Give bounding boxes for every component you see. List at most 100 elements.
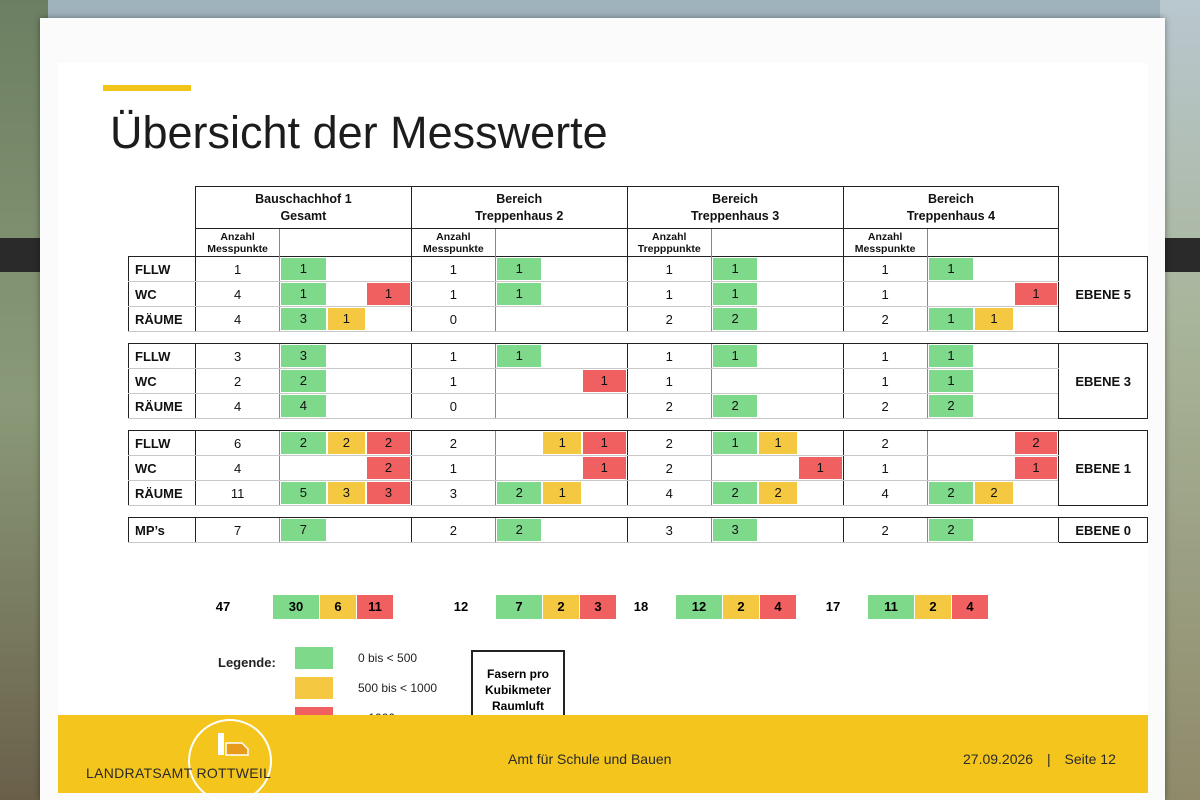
measure-count: 0 [410,306,496,332]
value-green: 1 [928,370,974,392]
measure-count: 2 [842,430,928,456]
subheader-line1: Anzahl [436,230,471,243]
measure-count: 2 [842,306,928,332]
value-cell-yellow: 1 [974,306,1014,332]
table-row: RÄUME 11 5 3 3 3 2 1 4 2 2 4 2 2 [128,480,1148,506]
subheader-values-0 [279,228,412,257]
group-header-line1: Bereich [928,191,974,206]
value-red: 1 [582,457,626,479]
value-cell-green: 2 [926,393,975,419]
row-label: FLLW [128,430,196,456]
value-cell-green: 1 [710,256,759,282]
value-cell-red [581,393,628,419]
value-cell-red: 1 [581,430,628,456]
value-cell-green [279,455,327,481]
value-red: 2 [367,457,410,479]
value-cell-red [797,430,844,456]
measure-count: 1 [410,343,496,369]
value-red: 1 [798,457,842,479]
value-cell-green: 1 [710,281,759,307]
legend-swatch-yellow [295,677,333,699]
value-green: 2 [712,395,758,417]
group-header-0: Bauschachhof 1 Gesamt [194,186,412,229]
value-cell-red: 1 [581,455,628,481]
value-red: 1 [1014,283,1058,305]
measure-count: 1 [626,343,712,369]
measure-count: 4 [626,480,712,506]
measure-count: 11 [194,480,280,506]
value-cell-green: 7 [279,517,327,543]
value-cell-red [797,393,844,419]
value-green: 2 [496,482,542,504]
value-cell-yellow: 1 [758,430,798,456]
total-red: 3 [580,595,616,619]
row-label: RÄUME [128,393,196,419]
value-red: 1 [1014,457,1058,479]
value-cell-yellow [326,393,367,419]
value-cell-red [366,393,412,419]
unit-line-3: Raumluft [492,699,544,713]
table-row: WC 2 2 1 1 1 1 1 [128,368,1148,394]
title-accent-line [103,85,191,91]
value-cell-green [494,306,543,332]
value-cell-yellow: 2 [974,480,1014,506]
measure-count: 4 [194,306,280,332]
value-cell-green [710,455,759,481]
logo-tower-icon [218,733,249,756]
value-cell-green: 2 [494,517,543,543]
value-cell-green [926,455,975,481]
total-green: 12 [676,595,722,619]
measure-count: 0 [410,393,496,419]
value-cell-red [797,306,844,332]
group-header-line2: Treppenhaus 3 [690,208,780,223]
value-cell-yellow: 1 [542,430,582,456]
value-cell-green: 3 [710,517,759,543]
value-green: 1 [496,258,542,280]
value-green: 2 [712,482,758,504]
header-spacer-right [1059,187,1148,229]
total-green: 7 [496,595,542,619]
section-gap [129,506,1148,518]
value-cell-red [1013,256,1060,282]
value-cell-yellow [758,455,798,481]
legend-label-green: 0 bis < 500 [358,651,418,665]
value-cell-red [797,517,844,543]
group-header-line2: Treppenhaus 2 [475,208,564,223]
value-cell-red [797,368,844,394]
subheader-line2: Messpunkte [423,242,484,255]
measure-count: 6 [194,430,280,456]
measure-count: 1 [842,343,928,369]
value-cell-yellow [758,281,798,307]
section-gap [129,332,1148,344]
value-green: 2 [928,395,974,417]
measure-count: 1 [626,256,712,282]
value-cell-green: 1 [710,343,759,369]
group-header-line1: Bereich [712,191,758,206]
footer-date: 27.09.2026 [963,751,1034,767]
value-cell-red [581,480,628,506]
value-cell-red: 1 [797,455,844,481]
row-label: WC [128,455,196,481]
total-red: 4 [952,595,988,619]
value-cell-red [1013,393,1060,419]
measure-count: 3 [626,517,712,543]
value-yellow: 2 [327,432,366,454]
measure-count: 3 [194,343,280,369]
legend-title: Legende: [218,655,276,670]
value-cell-red [581,517,628,543]
measure-count: 1 [410,256,496,282]
value-cell-red [1013,343,1060,369]
legend-swatch-green [295,647,333,669]
value-cell-green [710,368,759,394]
subheader-line1: Anzahl [652,230,687,243]
value-yellow: 1 [759,432,797,454]
value-cell-green: 1 [926,306,975,332]
value-green: 2 [281,432,326,454]
value-cell-red: 1 [366,281,412,307]
value-red: 1 [582,432,626,454]
value-cell-yellow: 2 [326,430,367,456]
value-green: 3 [281,345,326,367]
slide: Übersicht der Messwerte Bauschachhof 1 Ge… [58,63,1148,800]
value-cell-green: 1 [279,281,327,307]
group-header-line1: Bereich [496,191,543,206]
